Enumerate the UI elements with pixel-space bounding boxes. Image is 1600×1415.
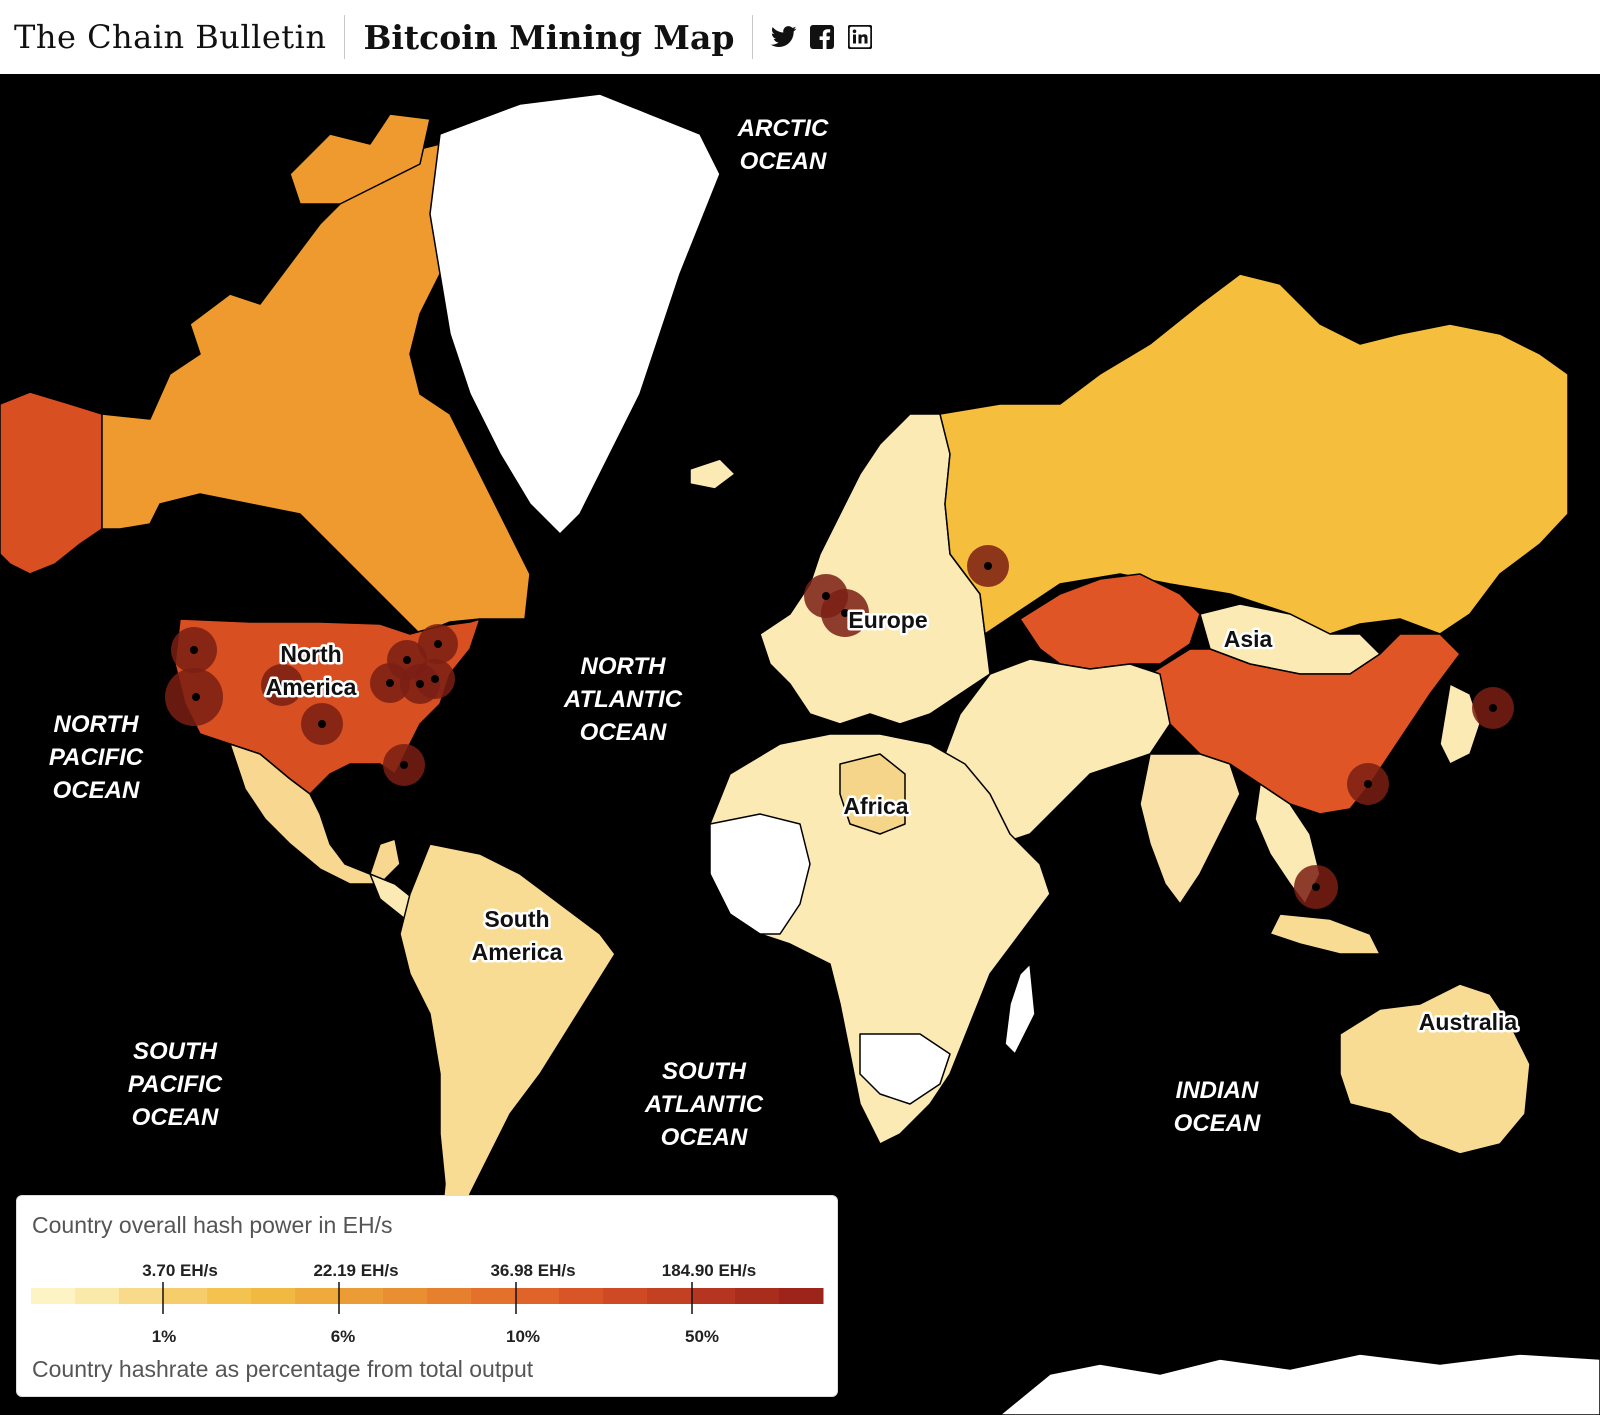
legend-color-swatch	[119, 1288, 164, 1304]
marker-dot	[1364, 780, 1372, 788]
continent-label-south-america: South America	[472, 906, 563, 965]
marker-dot	[278, 681, 286, 689]
country-russia[interactable]	[939, 273, 1569, 635]
legend-title: Country overall hash power in EH/s	[32, 1212, 393, 1238]
page-title: Bitcoin Mining Map	[363, 17, 735, 57]
legend-bottom-tick: 1%	[152, 1327, 177, 1346]
marker-dot	[318, 720, 326, 728]
marker-dot	[190, 646, 198, 654]
facebook-icon[interactable]	[809, 24, 835, 50]
continent-label-asia: Asia	[1224, 626, 1273, 652]
legend-color-bar	[31, 1288, 824, 1304]
legend-color-swatch	[207, 1288, 252, 1304]
header-divider	[344, 15, 346, 59]
legend-color-swatch	[251, 1288, 296, 1304]
country-madagascar[interactable]	[1004, 963, 1036, 1055]
map-canvas: ARCTIC OCEAN NORTH ATLANTIC OCEAN NORTH PACI…	[0, 93, 1600, 1415]
country-india[interactable]	[1139, 753, 1241, 905]
marker-dot	[416, 680, 424, 688]
country-canada[interactable]	[101, 143, 531, 635]
ocean-label-south-pacific: SOUTH PACIFIC OCEAN	[128, 1038, 223, 1131]
ocean-label-south-atlantic: SOUTH ATLANTIC OCEAN	[644, 1058, 764, 1151]
country-china[interactable]	[1149, 633, 1461, 815]
header: The Chain Bulletin Bitcoin Mining Map	[0, 0, 1600, 74]
legend-color-swatch	[427, 1288, 472, 1304]
legend-panel: Country overall hash power in EH/s 3.70 …	[17, 1196, 837, 1396]
legend-color-swatch	[383, 1288, 428, 1304]
country-canada-islands[interactable]	[289, 113, 431, 205]
legend-color-swatch	[779, 1288, 824, 1304]
region-antarctica	[999, 1353, 1600, 1415]
legend-color-swatch	[647, 1288, 692, 1304]
marker-dot	[386, 679, 394, 687]
legend-subtitle: Country hashrate as percentage from tota…	[32, 1356, 534, 1382]
ocean-label-north-pacific: NORTH PACIFIC OCEAN	[49, 711, 144, 804]
marker-dot	[841, 609, 849, 617]
legend-bottom-tick: 10%	[506, 1327, 540, 1346]
ocean-label-indian: INDIAN OCEAN	[1174, 1077, 1261, 1137]
legend-color-swatch	[31, 1288, 76, 1304]
continent-label-europe: Europe	[848, 607, 927, 633]
legend-color-swatch	[603, 1288, 648, 1304]
header-divider-2	[752, 15, 754, 59]
legend-color-swatch	[163, 1288, 208, 1304]
legend-color-swatch	[339, 1288, 384, 1304]
country-alaska[interactable]	[0, 391, 103, 575]
legend-top-tick: 36.98 EH/s	[490, 1261, 575, 1280]
marker-dot	[403, 656, 411, 664]
ocean-label-north-atlantic: NORTH ATLANTIC OCEAN	[563, 653, 683, 746]
marker-dot	[1312, 883, 1320, 891]
world-map[interactable]: ARCTIC OCEAN NORTH ATLANTIC OCEAN NORTH PACI…	[0, 74, 1600, 1415]
continent-label-africa: Africa	[843, 793, 908, 819]
marker-dot	[400, 761, 408, 769]
country-south-america[interactable]	[399, 843, 616, 1235]
twitter-icon[interactable]	[771, 24, 797, 50]
legend-color-swatch	[471, 1288, 516, 1304]
region-southern-africa[interactable]	[859, 1033, 951, 1105]
continent-label-australia: Australia	[1419, 1009, 1518, 1035]
legend-color-swatch	[559, 1288, 604, 1304]
legend-top-tick: 184.90 EH/s	[662, 1261, 757, 1280]
legend-bottom-tick: 50%	[685, 1327, 719, 1346]
country-libya[interactable]	[839, 753, 906, 835]
linkedin-icon[interactable]	[847, 24, 873, 50]
country-indonesia[interactable]	[1269, 913, 1381, 955]
country-iceland[interactable]	[689, 458, 736, 490]
legend-top-tick: 22.19 EH/s	[313, 1261, 398, 1280]
marker-dot	[984, 562, 992, 570]
country-australia[interactable]	[1339, 983, 1531, 1155]
marker-dot	[192, 693, 200, 701]
marker-dot	[434, 640, 442, 648]
country-mexico[interactable]	[229, 743, 401, 885]
legend-scale: 3.70 EH/s 22.19 EH/s 36.98 EH/s 184.90 E…	[31, 1261, 824, 1346]
country-greenland[interactable]	[429, 93, 721, 535]
legend-color-swatch	[515, 1288, 560, 1304]
marker-dot	[431, 675, 439, 683]
country-japan[interactable]	[1439, 683, 1481, 765]
continent-label-north-america: North America	[266, 641, 357, 700]
ocean-label-arctic: ARCTIC OCEAN	[737, 115, 829, 175]
legend-color-swatch	[295, 1288, 340, 1304]
marker-dot	[822, 592, 830, 600]
legend-color-swatch	[691, 1288, 736, 1304]
social-links	[771, 24, 873, 50]
marker-dot	[1489, 704, 1497, 712]
legend-color-swatch	[735, 1288, 780, 1304]
legend-color-swatch	[75, 1288, 120, 1304]
legend-top-tick: 3.70 EH/s	[142, 1261, 218, 1280]
legend-bottom-tick: 6%	[331, 1327, 356, 1346]
brand-logo[interactable]: The Chain Bulletin	[14, 18, 327, 56]
region-west-africa[interactable]	[709, 813, 811, 935]
